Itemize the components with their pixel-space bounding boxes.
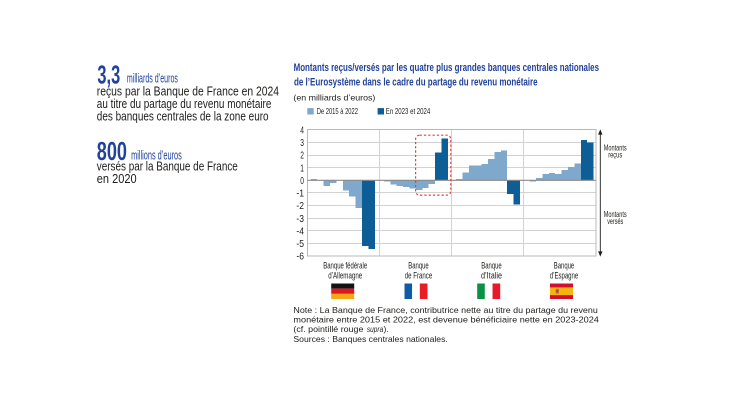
svg-text:De 2015 à 2022: De 2015 à 2022 bbox=[317, 106, 358, 116]
svg-text:4: 4 bbox=[300, 125, 304, 136]
svg-text:milliards d’euros: milliards d’euros bbox=[127, 71, 178, 86]
svg-text:0: 0 bbox=[300, 176, 304, 187]
svg-text:Banque: Banque bbox=[481, 260, 502, 270]
svg-text:-4: -4 bbox=[296, 226, 304, 237]
svg-text:1: 1 bbox=[300, 163, 304, 174]
svg-text:d’Espagne: d’Espagne bbox=[550, 270, 579, 280]
svg-text:-2: -2 bbox=[296, 201, 304, 212]
svg-text:3: 3 bbox=[300, 138, 304, 149]
svg-text:(en milliards d’euros): (en milliards d’euros) bbox=[293, 94, 375, 103]
svg-text:supra: supra bbox=[367, 324, 383, 334]
svg-text:-1: -1 bbox=[296, 189, 304, 200]
svg-text:versés: versés bbox=[607, 217, 623, 226]
svg-text:d’Allemagne: d’Allemagne bbox=[328, 270, 362, 280]
svg-text:-3: -3 bbox=[296, 214, 304, 225]
svg-text:reçus: reçus bbox=[608, 151, 622, 160]
svg-text:monétaire entre 2015 et 2022,: monétaire entre 2015 et 2022, est devenu… bbox=[293, 314, 599, 324]
svg-text:Banque: Banque bbox=[408, 260, 429, 270]
svg-text:Banque: Banque bbox=[554, 260, 575, 270]
svg-text:Banque fédérale: Banque fédérale bbox=[323, 260, 367, 270]
svg-text:-5: -5 bbox=[296, 239, 304, 250]
svg-text:(cf. pointillé rouge: (cf. pointillé rouge bbox=[293, 324, 363, 334]
svg-text:d’Italie: d’Italie bbox=[481, 270, 502, 280]
svg-text:2: 2 bbox=[300, 151, 304, 162]
svg-text:des banques centrales de la zo: des banques centrales de la zone euro bbox=[97, 109, 269, 123]
svg-text:Sources : Banques centrales na: Sources : Banques centrales nationales. bbox=[293, 334, 447, 344]
svg-text:).: ). bbox=[384, 324, 389, 334]
svg-text:En 2023 et 2024: En 2023 et 2024 bbox=[386, 106, 431, 116]
svg-text:de France: de France bbox=[405, 270, 433, 280]
svg-text:en 2020: en 2020 bbox=[97, 172, 137, 186]
svg-text:Montants reçus/versés par les: Montants reçus/versés par les quatre plu… bbox=[294, 62, 599, 74]
svg-text:-6: -6 bbox=[296, 252, 304, 263]
svg-text:de l’Eurosystème dans le cadre: de l’Eurosystème dans le cadre du partag… bbox=[294, 77, 538, 89]
